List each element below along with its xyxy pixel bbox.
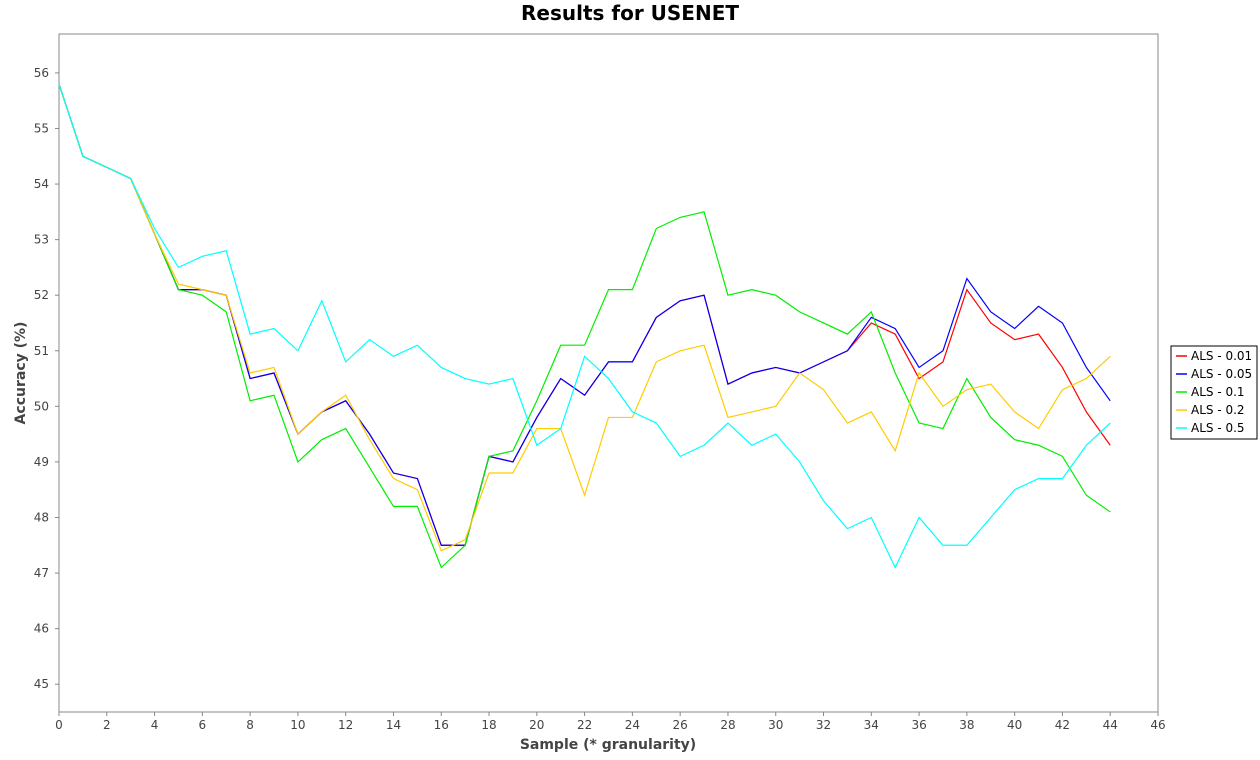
y-tick-label: 46 — [34, 622, 49, 636]
y-tick-label: 53 — [34, 233, 49, 247]
x-tick-label: 30 — [768, 718, 783, 732]
legend-label: ALS - 0.01 — [1191, 349, 1252, 363]
x-tick-label: 0 — [55, 718, 63, 732]
x-tick-label: 14 — [386, 718, 401, 732]
legend-label: ALS - 0.1 — [1191, 385, 1245, 399]
y-tick-label: 47 — [34, 566, 49, 580]
x-axis-title: Sample (* granularity) — [520, 737, 696, 753]
y-axis-title: Accuracy (%) — [13, 322, 29, 425]
x-tick-label: 4 — [151, 718, 159, 732]
x-tick-label: 26 — [673, 718, 688, 732]
y-axis: 45 46 47 48 49 50 51 52 53 54 55 56 — [34, 66, 59, 691]
x-tick-label: 8 — [246, 718, 254, 732]
x-tick-label: 10 — [290, 718, 305, 732]
x-tick-label: 36 — [911, 718, 926, 732]
legend: ALS - 0.01 ALS - 0.05 ALS - 0.1 ALS - 0.2 AL… — [1170, 345, 1258, 440]
x-axis: 0 2 4 6 8 10 12 14 16 18 20 22 24 26 28 30 32 34 36 38 40 42 4… — [55, 712, 1166, 732]
legend-box — [1170, 345, 1258, 440]
x-tick-label: 34 — [864, 718, 879, 732]
x-tick-label: 42 — [1055, 718, 1070, 732]
plot-area — [58, 33, 1159, 713]
y-tick-label: 56 — [34, 66, 49, 80]
y-tick-label: 55 — [34, 121, 49, 135]
x-tick-label: 16 — [434, 718, 449, 732]
y-tick-label: 51 — [34, 344, 49, 358]
x-tick-label: 46 — [1150, 718, 1165, 732]
y-tick-label: 48 — [34, 510, 49, 524]
x-tick-label: 32 — [816, 718, 831, 732]
y-tick-label: 50 — [34, 399, 49, 413]
x-tick-label: 6 — [199, 718, 207, 732]
chart-title: Results for USENET — [521, 1, 739, 25]
x-tick-label: 12 — [338, 718, 353, 732]
x-tick-label: 22 — [577, 718, 592, 732]
series-line-3 — [58, 83, 1111, 552]
y-tick-label: 45 — [34, 677, 49, 691]
legend-label: ALS - 0.05 — [1191, 367, 1252, 381]
x-tick-label: 40 — [1007, 718, 1022, 732]
series-layer — [58, 83, 1111, 569]
y-tick-label: 49 — [34, 455, 49, 469]
legend-label: ALS - 0.5 — [1191, 421, 1245, 435]
x-tick-label: 44 — [1103, 718, 1118, 732]
x-tick-label: 20 — [529, 718, 544, 732]
y-tick-label: 54 — [34, 177, 49, 191]
y-tick-label: 52 — [34, 288, 49, 302]
x-tick-label: 2 — [103, 718, 111, 732]
x-tick-label: 28 — [720, 718, 735, 732]
series-line-2 — [58, 83, 1111, 569]
x-tick-label: 24 — [625, 718, 640, 732]
x-tick-label: 18 — [481, 718, 496, 732]
series-line-4 — [58, 83, 1111, 569]
legend-label: ALS - 0.2 — [1191, 403, 1245, 417]
x-tick-label: 38 — [959, 718, 974, 732]
